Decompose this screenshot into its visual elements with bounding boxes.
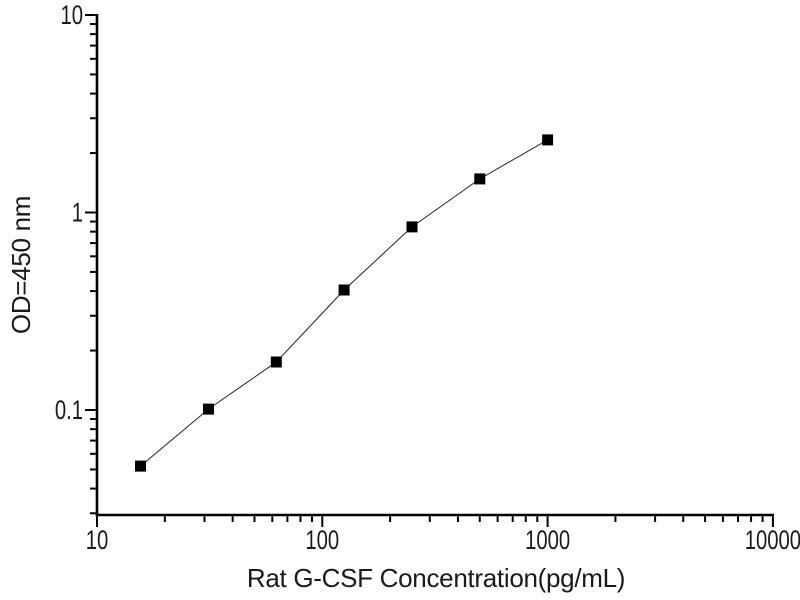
data-point-marker (270, 356, 282, 368)
data-point-marker (338, 284, 350, 296)
axis-ticks (85, 14, 774, 527)
y-tick-label: 1 (72, 198, 83, 229)
x-tick-label: 10 (86, 525, 109, 556)
x-tick-label: 10000 (745, 525, 800, 556)
data-point-marker (406, 221, 418, 233)
x-axis-title: Rat G-CSF Concentration(pg/mL) (247, 563, 625, 593)
x-tick-label: 100 (305, 525, 339, 556)
data-point-marker (135, 460, 146, 472)
y-axis-title: OD=450 nm (6, 196, 36, 334)
data-series (135, 134, 554, 472)
y-tick-label: 0.1 (55, 395, 83, 426)
data-point-marker (203, 403, 214, 415)
data-point-marker (474, 173, 486, 185)
data-point-marker (542, 134, 554, 146)
y-tick-label: 10 (60, 0, 83, 31)
x-tick-label: 1000 (525, 525, 570, 556)
axis-tick-labels: 10 100 1000 10000 0.1 1 10 (55, 0, 800, 556)
series-line (140, 139, 548, 467)
